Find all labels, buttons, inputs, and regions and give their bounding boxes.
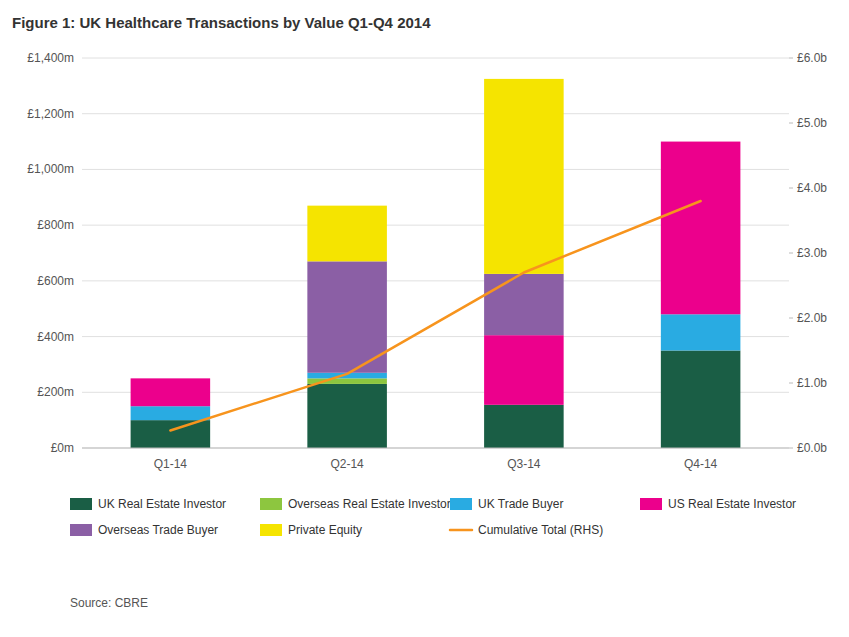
bar-segment — [661, 351, 741, 449]
y2-tick-label: £3.0b — [797, 246, 827, 260]
y2-tick — [789, 448, 793, 449]
x-tick-label: Q1-14 — [154, 457, 188, 471]
bar-segment — [484, 335, 564, 405]
bar-segment — [307, 261, 387, 372]
y2-tick — [789, 253, 793, 254]
legend-swatch — [260, 524, 282, 536]
page: {"chart_data": { "type": "bar", "stacked… — [0, 0, 849, 637]
bar-segment — [661, 314, 741, 350]
bar-segment — [661, 141, 741, 142]
chart: Figure 1: UK Healthcare Transactions by … — [0, 0, 849, 637]
plot-area — [131, 79, 741, 448]
x-axis-line — [82, 448, 789, 449]
bar-segment — [661, 142, 741, 315]
legend-label: UK Real Estate Investor — [98, 497, 226, 511]
legend-swatch — [70, 498, 92, 510]
legend-swatch — [70, 524, 92, 536]
y2-tick — [789, 188, 793, 189]
y2-tick — [789, 123, 793, 124]
legend-label: Private Equity — [288, 523, 362, 537]
y2-tick-label: £6.0b — [797, 51, 827, 65]
legend-label: Overseas Trade Buyer — [98, 523, 218, 537]
background — [0, 0, 849, 637]
bar-segment — [131, 406, 211, 420]
y-tick-label: £600m — [37, 274, 74, 288]
x-tick-label: Q2-14 — [330, 457, 364, 471]
y-tick-label: £1,000m — [27, 162, 74, 176]
line-series — [170, 201, 700, 430]
y-tick-label: £1,400m — [27, 51, 74, 65]
bar-segment — [131, 378, 211, 406]
y2-tick — [789, 318, 793, 319]
bar-segment — [307, 384, 387, 448]
bar-segment — [484, 274, 564, 335]
y2-tick-label: £2.0b — [797, 311, 827, 325]
legend-label: Overseas Real Estate Investor — [288, 497, 451, 511]
legend: UK Real Estate Investor Overseas Real Est… — [70, 497, 796, 537]
y2-tick-label: £4.0b — [797, 181, 827, 195]
bar-series — [307, 79, 563, 274]
x-tick-label: Q3-14 — [507, 457, 541, 471]
x-tick-label: Q4-14 — [684, 457, 718, 471]
bar-segment — [131, 420, 211, 448]
legend-label: Cumulative Total (RHS) — [478, 523, 603, 537]
y2-tick-label: £0.0b — [797, 441, 827, 455]
source-note: Source: CBRE — [70, 596, 148, 610]
legend-swatch — [640, 498, 662, 510]
y-tick-label: £800m — [37, 218, 74, 232]
bar-segment — [307, 206, 387, 262]
bar-series — [131, 142, 741, 407]
legend-swatch — [450, 498, 472, 510]
title: Figure 1: UK Healthcare Transactions by … — [12, 14, 431, 31]
y2-tick — [789, 383, 793, 384]
y2-tick — [789, 58, 793, 59]
bar-segment — [484, 405, 564, 448]
grid-line — [82, 113, 789, 114]
y2-tick-label: £1.0b — [797, 376, 827, 390]
bar-segment — [131, 378, 211, 379]
y-tick-label: £400m — [37, 330, 74, 344]
y-tick-label: £0m — [51, 441, 74, 455]
bar-series — [131, 351, 741, 449]
bar-series — [131, 314, 741, 420]
bar-series — [307, 261, 563, 372]
legend-swatch — [450, 529, 472, 532]
grid — [82, 58, 789, 448]
y2-tick-label: £5.0b — [797, 116, 827, 130]
legend-swatch — [260, 498, 282, 510]
bar-segment — [484, 79, 564, 274]
legend-label: UK Trade Buyer — [478, 497, 563, 511]
legend-label: US Real Estate Investor — [668, 497, 796, 511]
bar-segment — [661, 141, 741, 142]
grid-line — [82, 448, 789, 449]
y-tick-label: £200m — [37, 385, 74, 399]
grid-line — [82, 58, 789, 59]
bar-segment — [131, 378, 211, 379]
y-tick-label: £1,200m — [27, 107, 74, 121]
